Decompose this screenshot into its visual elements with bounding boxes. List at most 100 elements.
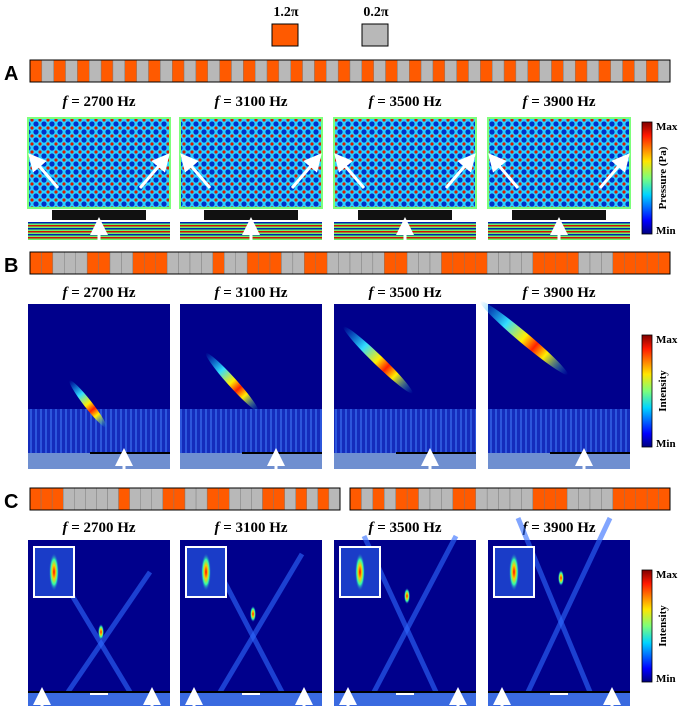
field-panel: f = 3100 Hz <box>180 285 322 469</box>
strip-cell <box>578 251 591 275</box>
substrate <box>334 453 476 469</box>
strip-cell <box>612 487 625 511</box>
panel-frequency-title: f = 3900 Hz <box>522 285 595 301</box>
strip-cell <box>151 487 164 511</box>
strip-cell <box>563 59 576 83</box>
arrow-icon <box>334 153 366 189</box>
field-panel: f = 3100 Hz <box>179 94 323 240</box>
strip-cell <box>290 59 303 83</box>
strip-cell <box>589 487 602 511</box>
strip-cell <box>429 251 442 275</box>
strip-cell <box>406 487 419 511</box>
strip-cell <box>262 487 274 511</box>
strip-cell <box>269 251 282 275</box>
strip-cell <box>624 487 636 511</box>
strip-cell <box>544 251 556 275</box>
strip-cell <box>555 251 568 275</box>
strip-cell <box>284 487 296 511</box>
legend-label-gray: 0.2π <box>363 5 389 20</box>
strip-cell <box>539 59 552 83</box>
strip-cell <box>77 59 90 83</box>
substrate <box>334 692 476 706</box>
metasurface-strip <box>29 487 671 511</box>
arrow-icon <box>290 153 322 189</box>
strip-cell <box>503 59 517 83</box>
field-panel: f = 3500 Hz <box>334 285 476 469</box>
strip-cell <box>160 59 173 83</box>
strip-cell <box>498 251 511 275</box>
strip-cell <box>509 487 522 511</box>
beam-lobe <box>69 380 107 428</box>
phase-legend: 1.2π 0.2π <box>271 5 389 47</box>
strip-cell <box>464 487 476 511</box>
strip-cell <box>162 487 175 511</box>
strip-cell <box>420 59 434 83</box>
substrate <box>488 453 630 469</box>
strip-cell <box>527 59 540 83</box>
strip-cell <box>52 251 65 275</box>
colorbar-title: Intensity <box>657 605 669 647</box>
colorbar: Max Min Pressure (Pa) <box>641 121 678 237</box>
source-bar <box>204 210 298 220</box>
strip-cell <box>397 59 410 83</box>
strip-cell <box>314 59 327 83</box>
strip-cell <box>107 487 119 511</box>
strip-cell <box>206 487 219 511</box>
strip-cell <box>338 251 351 275</box>
strip-cell <box>475 487 488 511</box>
strip-cell <box>551 59 564 83</box>
panel-frequency-title: f = 3500 Hz <box>368 520 441 536</box>
strip-cell <box>53 59 66 83</box>
strip-cell <box>646 251 659 275</box>
colorbar-gradient <box>641 334 653 448</box>
strip-cell <box>148 59 161 83</box>
strip-cell <box>429 487 442 511</box>
row-label: B <box>4 255 18 277</box>
strip-cell <box>385 59 398 83</box>
strip-cell <box>646 487 659 511</box>
legend-swatch-orange <box>271 23 299 47</box>
strip-cell <box>132 251 145 275</box>
field-panel: f = 3900 Hz <box>480 285 630 469</box>
strip-cell <box>109 251 122 275</box>
colorbar: Max Min Intensity <box>641 334 678 450</box>
strip-cell <box>74 487 86 511</box>
strip-cell <box>373 59 386 83</box>
strip-cell <box>521 251 534 275</box>
arrow-icon <box>138 153 170 189</box>
strip-cell <box>140 487 152 511</box>
strip-cell <box>75 251 88 275</box>
strip-cell <box>566 487 579 511</box>
strip-cell <box>65 59 78 83</box>
strip-cell <box>124 59 137 83</box>
strip-cell <box>246 251 259 275</box>
colorbar-max: Max <box>656 121 678 133</box>
field-panel: f = 3900 Hz <box>487 94 631 240</box>
field-panel: f = 2700 Hz <box>28 285 170 469</box>
strip-cell <box>521 487 534 511</box>
field-panel: f = 2700 Hz <box>28 520 170 708</box>
strip-cell <box>144 251 156 275</box>
strip-cell <box>444 59 457 83</box>
colorbar-min: Min <box>656 673 676 685</box>
strip-cell <box>498 487 511 511</box>
legend-label-orange: 1.2π <box>273 5 299 20</box>
strip-cell <box>464 251 476 275</box>
strip-cell <box>409 59 422 83</box>
strip-cell <box>395 251 408 275</box>
strip-cell <box>432 59 446 83</box>
strip-cell <box>166 251 179 275</box>
colorbar-gradient <box>641 121 653 235</box>
strip-cell <box>155 251 168 275</box>
strip-cell <box>418 487 431 511</box>
strip-cell <box>658 251 671 275</box>
strip-cell <box>349 487 362 511</box>
field-map <box>488 118 630 208</box>
arrow-icon <box>180 153 212 189</box>
strip-cell <box>509 251 522 275</box>
strip-cell <box>229 487 241 511</box>
panel-frequency-title: f = 3900 Hz <box>522 94 595 110</box>
row-a: Af = 2700 Hz f = 3100 Hz f = 3500 Hz f = 39… <box>4 59 678 240</box>
strip-cell <box>85 487 97 511</box>
strip-cell <box>183 59 197 83</box>
